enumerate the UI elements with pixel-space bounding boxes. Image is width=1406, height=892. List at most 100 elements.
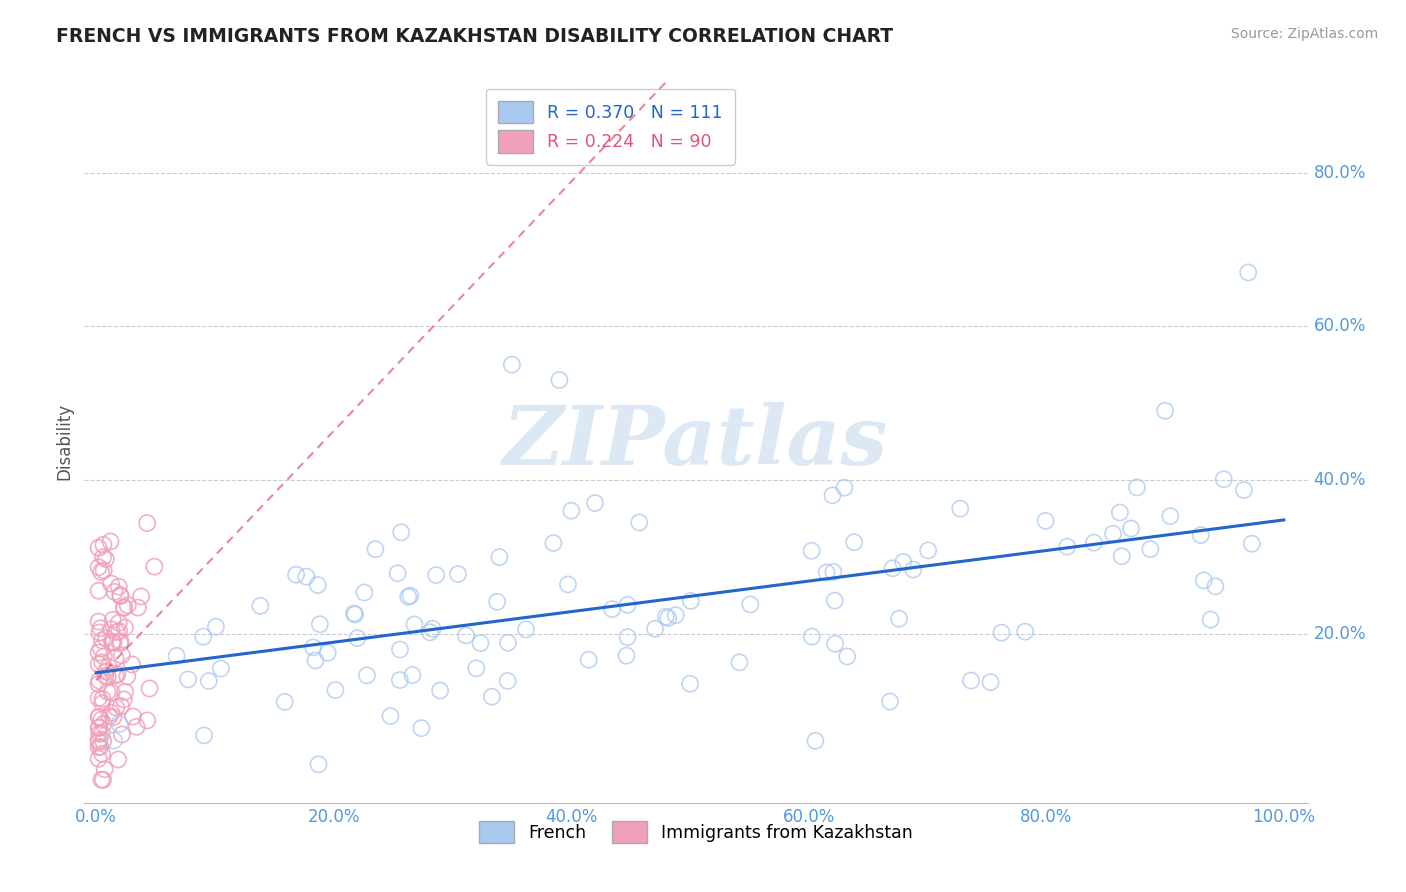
- Point: [824, 593, 846, 607]
- Point: [364, 542, 387, 557]
- Point: [89, 673, 111, 688]
- Point: [304, 653, 326, 667]
- Point: [93, 717, 115, 731]
- Point: [644, 622, 666, 636]
- Point: [94, 552, 117, 566]
- Point: [470, 636, 492, 650]
- Point: [465, 661, 488, 675]
- Point: [728, 656, 751, 670]
- Point: [1056, 540, 1078, 554]
- Point: [429, 683, 451, 698]
- Point: [193, 630, 215, 644]
- Point: [100, 706, 122, 720]
- Point: [98, 709, 121, 723]
- Point: [91, 692, 114, 706]
- Point: [93, 538, 115, 552]
- Point: [105, 625, 128, 640]
- Point: [325, 683, 347, 698]
- Point: [117, 598, 139, 612]
- Point: [91, 747, 114, 761]
- Point: [87, 560, 110, 574]
- Point: [1189, 528, 1212, 542]
- Point: [824, 637, 846, 651]
- Point: [343, 607, 366, 621]
- Point: [1111, 549, 1133, 564]
- Point: [1102, 526, 1125, 541]
- Point: [273, 695, 295, 709]
- Point: [89, 739, 111, 754]
- Point: [1139, 542, 1161, 557]
- Point: [823, 565, 845, 579]
- Point: [108, 636, 131, 650]
- Point: [90, 641, 112, 656]
- Point: [1035, 514, 1057, 528]
- Point: [578, 653, 600, 667]
- Point: [679, 677, 702, 691]
- Text: FRENCH VS IMMIGRANTS FROM KAZAKHSTAN DISABILITY CORRELATION CHART: FRENCH VS IMMIGRANTS FROM KAZAKHSTAN DIS…: [56, 27, 893, 45]
- Point: [93, 563, 115, 577]
- Text: 20.0%: 20.0%: [1313, 624, 1367, 643]
- Point: [486, 595, 509, 609]
- Point: [89, 727, 111, 741]
- Point: [1212, 472, 1234, 486]
- Point: [87, 646, 110, 660]
- Point: [316, 646, 339, 660]
- Point: [108, 717, 131, 731]
- Point: [89, 720, 111, 734]
- Point: [285, 567, 308, 582]
- Point: [655, 609, 678, 624]
- Point: [93, 649, 115, 664]
- Point: [101, 635, 124, 649]
- Point: [105, 667, 128, 681]
- Point: [309, 617, 332, 632]
- Point: [307, 578, 329, 592]
- Point: [346, 631, 368, 645]
- Point: [388, 642, 411, 657]
- Point: [1083, 535, 1105, 549]
- Point: [979, 675, 1001, 690]
- Point: [103, 733, 125, 747]
- Point: [1240, 537, 1263, 551]
- Point: [447, 567, 470, 582]
- Point: [100, 622, 122, 636]
- Point: [112, 600, 135, 615]
- Point: [887, 612, 910, 626]
- Point: [177, 673, 200, 687]
- Point: [143, 559, 166, 574]
- Point: [114, 621, 136, 635]
- Point: [1108, 506, 1130, 520]
- Point: [616, 648, 638, 663]
- Point: [94, 631, 117, 645]
- Point: [87, 691, 110, 706]
- Y-axis label: Disability: Disability: [55, 403, 73, 480]
- Point: [108, 624, 131, 639]
- Point: [111, 727, 134, 741]
- Point: [103, 584, 125, 599]
- Point: [90, 621, 112, 635]
- Point: [193, 728, 215, 742]
- Point: [488, 550, 510, 565]
- Point: [91, 772, 114, 787]
- Point: [543, 536, 565, 550]
- Point: [557, 577, 579, 591]
- Text: 60.0%: 60.0%: [1313, 318, 1367, 335]
- Point: [356, 668, 378, 682]
- Point: [107, 752, 129, 766]
- Point: [87, 733, 110, 747]
- Point: [344, 607, 367, 622]
- Point: [103, 710, 125, 724]
- Point: [87, 752, 110, 766]
- Point: [496, 636, 519, 650]
- Point: [353, 585, 375, 599]
- Point: [665, 608, 688, 623]
- Point: [87, 677, 110, 691]
- Point: [100, 534, 122, 549]
- Point: [548, 373, 571, 387]
- Point: [295, 569, 318, 583]
- Point: [90, 772, 112, 787]
- Point: [949, 501, 972, 516]
- Point: [917, 543, 939, 558]
- Point: [815, 566, 838, 580]
- Point: [628, 516, 651, 530]
- Point: [90, 565, 112, 579]
